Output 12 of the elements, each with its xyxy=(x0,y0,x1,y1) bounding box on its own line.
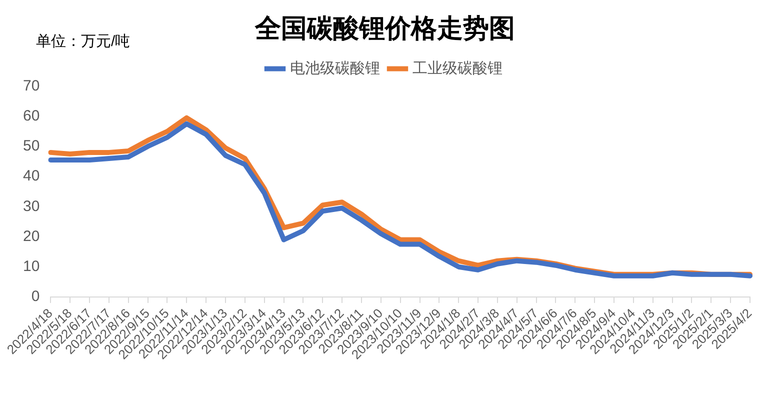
y-tick-label: 40 xyxy=(22,168,40,185)
y-tick-label: 10 xyxy=(22,258,40,275)
y-tick-label: 20 xyxy=(22,228,40,245)
y-tick-label: 30 xyxy=(22,198,40,215)
legend-label: 电池级碳酸锂 xyxy=(290,60,380,77)
y-tick-label: 50 xyxy=(22,138,40,155)
text: 单位：万元/吨 xyxy=(36,33,130,50)
chart-title: 全国碳酸锂价格走势图 xyxy=(254,12,515,43)
y-tick-label: 0 xyxy=(31,288,40,306)
y-tick-label: 60 xyxy=(22,107,40,124)
legend-label: 工业级碳酸锂 xyxy=(412,60,502,77)
y-tick-label: 70 xyxy=(22,77,40,94)
